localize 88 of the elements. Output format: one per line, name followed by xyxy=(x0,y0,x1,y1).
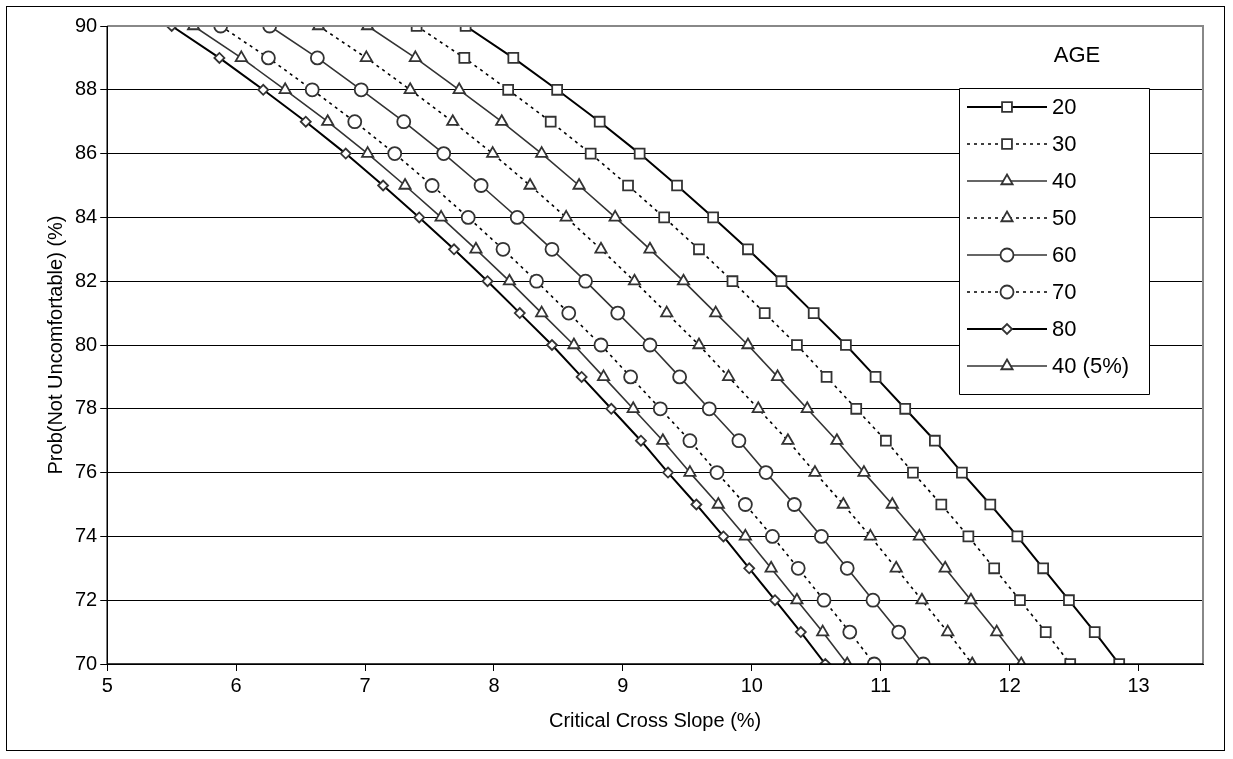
point xyxy=(741,337,755,350)
y-tick-label: 72 xyxy=(75,587,98,610)
point xyxy=(502,273,516,286)
point xyxy=(731,433,747,449)
y-tick-label: 86 xyxy=(75,141,98,164)
point xyxy=(758,465,774,480)
x-tick-label: 6 xyxy=(230,673,242,696)
point xyxy=(865,592,881,608)
point xyxy=(964,592,978,605)
legend-label: 20 xyxy=(1052,94,1077,120)
point xyxy=(857,465,871,477)
point xyxy=(597,369,611,382)
legend-label: 50 xyxy=(1052,205,1077,231)
point xyxy=(495,114,509,126)
point xyxy=(278,82,292,94)
point xyxy=(642,337,658,353)
point xyxy=(771,369,785,382)
y-tick-label: 90 xyxy=(75,13,98,36)
point xyxy=(321,114,335,126)
point xyxy=(816,624,830,637)
x-tick-label: 9 xyxy=(617,673,629,696)
point xyxy=(610,305,626,321)
x-tick-label: 8 xyxy=(488,673,500,696)
legend-label: 80 xyxy=(1052,316,1077,342)
x-tick-label: 12 xyxy=(998,673,1021,696)
x-tick-label: 13 xyxy=(1127,673,1150,696)
point xyxy=(353,82,369,98)
legend-label: 60 xyxy=(1052,242,1077,268)
legend-label: 40 (5%) xyxy=(1052,353,1130,379)
point xyxy=(990,624,1004,637)
y-tick-label: 70 xyxy=(75,651,98,674)
x-tick-label: 7 xyxy=(359,673,371,696)
y-tick-label: 84 xyxy=(75,204,98,227)
legend-label: 40 xyxy=(1052,168,1077,194)
point xyxy=(800,401,814,413)
x-tick-label: 11 xyxy=(870,673,892,696)
y-tick-label: 88 xyxy=(75,77,98,100)
legend-label: 30 xyxy=(1052,131,1077,157)
point xyxy=(361,146,375,158)
point xyxy=(469,241,483,254)
point xyxy=(578,273,593,289)
point xyxy=(608,210,622,222)
x-tick-label: 5 xyxy=(101,673,113,696)
point xyxy=(701,401,717,417)
point xyxy=(830,433,844,445)
point xyxy=(656,433,670,445)
point xyxy=(764,560,778,573)
y-tick-label: 74 xyxy=(75,523,98,546)
point xyxy=(452,82,466,94)
y-tick-label: 80 xyxy=(75,332,98,355)
point xyxy=(473,178,489,193)
point xyxy=(738,529,752,541)
point xyxy=(643,241,657,254)
point xyxy=(711,497,725,509)
legend-title: AGE xyxy=(1053,42,1101,68)
point xyxy=(676,273,691,286)
point xyxy=(786,497,802,512)
point xyxy=(885,497,899,509)
point xyxy=(938,560,952,573)
point xyxy=(535,146,549,158)
point xyxy=(814,529,829,544)
point xyxy=(544,241,560,257)
point xyxy=(672,369,688,385)
point xyxy=(396,114,412,130)
point xyxy=(839,560,855,576)
point xyxy=(567,337,581,350)
point xyxy=(891,624,907,640)
point xyxy=(709,305,723,318)
x-tick-label: 10 xyxy=(740,673,763,696)
y-tick-label: 76 xyxy=(75,460,98,483)
point xyxy=(912,529,926,541)
point xyxy=(535,305,549,318)
y-axis-title: Prob(Not Uncomfortable) (%) xyxy=(43,215,66,475)
point xyxy=(790,592,804,605)
point xyxy=(572,178,586,190)
point xyxy=(683,465,697,477)
legend-label: 70 xyxy=(1052,279,1077,305)
point xyxy=(309,50,325,66)
point xyxy=(509,210,525,225)
x-axis-title: Critical Cross Slope (%) xyxy=(548,708,762,731)
point xyxy=(436,146,452,161)
point xyxy=(626,401,640,413)
y-tick-label: 78 xyxy=(75,396,98,419)
point xyxy=(434,210,448,222)
point xyxy=(398,178,412,190)
point xyxy=(408,50,422,63)
point xyxy=(234,50,248,63)
y-tick-label: 82 xyxy=(75,268,98,291)
